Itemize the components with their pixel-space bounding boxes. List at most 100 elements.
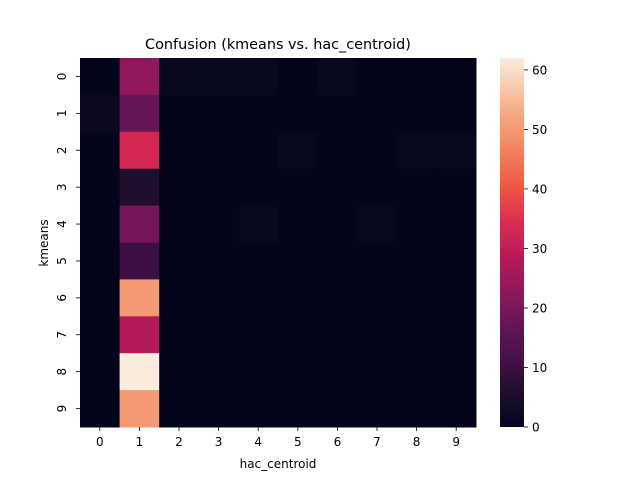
heatmap-cell — [436, 242, 477, 280]
heatmap-cell — [159, 168, 200, 207]
x-tick-label: 9 — [452, 435, 460, 449]
heatmap-cell — [436, 316, 477, 354]
x-axis-label: hac_centroid — [240, 457, 317, 471]
heatmap-cell — [436, 94, 477, 133]
x-tick-label: 3 — [215, 435, 223, 449]
heatmap-cell — [159, 94, 200, 133]
heatmap-cell — [357, 131, 398, 170]
heatmap-cell — [278, 168, 319, 207]
colorbar-tick-label: 0 — [532, 421, 540, 435]
heatmap-cell — [278, 131, 319, 170]
x-tick-label: 8 — [413, 435, 421, 449]
heatmap-cell — [317, 242, 358, 280]
heatmap-cell — [396, 242, 437, 280]
x-tick-label: 5 — [294, 435, 302, 449]
x-tick-label: 4 — [254, 435, 262, 449]
heatmap-cell — [119, 242, 160, 280]
heatmap-cell — [159, 131, 200, 170]
heatmap-cell — [317, 58, 358, 96]
heatmap-cell — [119, 58, 160, 96]
heatmap-cell — [278, 279, 319, 317]
y-axis-ticks: 0 1 2 3 4 5 6 7 8 9 — [55, 73, 80, 413]
heatmap-cell — [357, 205, 398, 243]
colorbar-tick-label: 20 — [532, 301, 547, 315]
y-tick-label: 5 — [55, 257, 69, 265]
heatmap-cell — [198, 94, 239, 133]
heatmap-cell — [80, 353, 121, 391]
colorbar-tick-label: 10 — [532, 361, 547, 375]
heatmap-cell — [119, 168, 160, 207]
heatmap-cell — [238, 205, 279, 243]
heatmap-cell — [198, 316, 239, 354]
heatmap-cell — [159, 316, 200, 354]
heatmap-cell — [278, 94, 319, 133]
heatmap-cell — [357, 168, 398, 207]
heatmap-cell — [317, 168, 358, 207]
heatmap-cell — [80, 316, 121, 354]
heatmap-cell — [357, 58, 398, 96]
heatmap-cell — [238, 353, 279, 391]
heatmap-cell — [278, 390, 319, 428]
heatmap-cell — [198, 353, 239, 391]
heatmap-cell — [198, 168, 239, 207]
heatmap-cell — [198, 279, 239, 317]
heatmap-cell — [317, 279, 358, 317]
heatmap-cell — [80, 131, 121, 170]
heatmap-cell — [278, 242, 319, 280]
heatmap-cell — [436, 390, 477, 428]
heatmap-cell — [198, 58, 239, 96]
heatmap-cells — [80, 58, 477, 428]
x-tick-label: 7 — [373, 435, 381, 449]
heatmap-cell — [119, 131, 160, 170]
heatmap-cell — [198, 131, 239, 170]
heatmap-cell — [119, 279, 160, 317]
heatmap-cell — [198, 242, 239, 280]
colorbar-tick-label: 30 — [532, 242, 547, 256]
heatmap-cell — [396, 205, 437, 243]
heatmap-cell — [396, 353, 437, 391]
heatmap-cell — [357, 390, 398, 428]
heatmap-cell — [357, 94, 398, 133]
x-tick-label: 1 — [136, 435, 144, 449]
heatmap-cell — [317, 94, 358, 133]
heatmap-cell — [436, 353, 477, 391]
heatmap-cell — [238, 94, 279, 133]
heatmap-cell — [238, 131, 279, 170]
y-tick-label: 0 — [55, 73, 69, 81]
heatmap-cell — [119, 205, 160, 243]
y-tick-label: 3 — [55, 183, 69, 191]
heatmap-cell — [278, 205, 319, 243]
y-tick-label: 1 — [55, 110, 69, 118]
heatmap-cell — [238, 390, 279, 428]
heatmap-cell — [436, 131, 477, 170]
heatmap-cell — [396, 316, 437, 354]
heatmap-cell — [80, 205, 121, 243]
colorbar-tick-label: 60 — [532, 63, 547, 77]
heatmap-cell — [238, 168, 279, 207]
colorbar-tick-label: 40 — [532, 182, 547, 196]
heatmap-cell — [159, 205, 200, 243]
heatmap-cell — [80, 390, 121, 428]
heatmap-cell — [159, 353, 200, 391]
heatmap-cell — [396, 58, 437, 96]
y-tick-label: 6 — [55, 294, 69, 302]
y-tick-label: 9 — [55, 405, 69, 413]
heatmap-cell — [436, 58, 477, 96]
x-tick-label: 2 — [175, 435, 183, 449]
heatmap-cell — [159, 279, 200, 317]
heatmap-cell — [317, 131, 358, 170]
heatmap-cell — [317, 390, 358, 428]
heatmap-cell — [159, 242, 200, 280]
heatmap-cell — [238, 316, 279, 354]
y-axis-label: kmeans — [37, 219, 51, 266]
heatmap-cell — [80, 242, 121, 280]
heatmap-cell — [278, 316, 319, 354]
heatmap-cell — [80, 168, 121, 207]
heatmap-cell — [198, 390, 239, 428]
heatmap-cell — [278, 58, 319, 96]
heatmap-cell — [159, 58, 200, 96]
y-tick-label: 2 — [55, 146, 69, 154]
heatmap-cell — [436, 279, 477, 317]
heatmap-cell — [238, 58, 279, 96]
heatmap-cell — [436, 205, 477, 243]
